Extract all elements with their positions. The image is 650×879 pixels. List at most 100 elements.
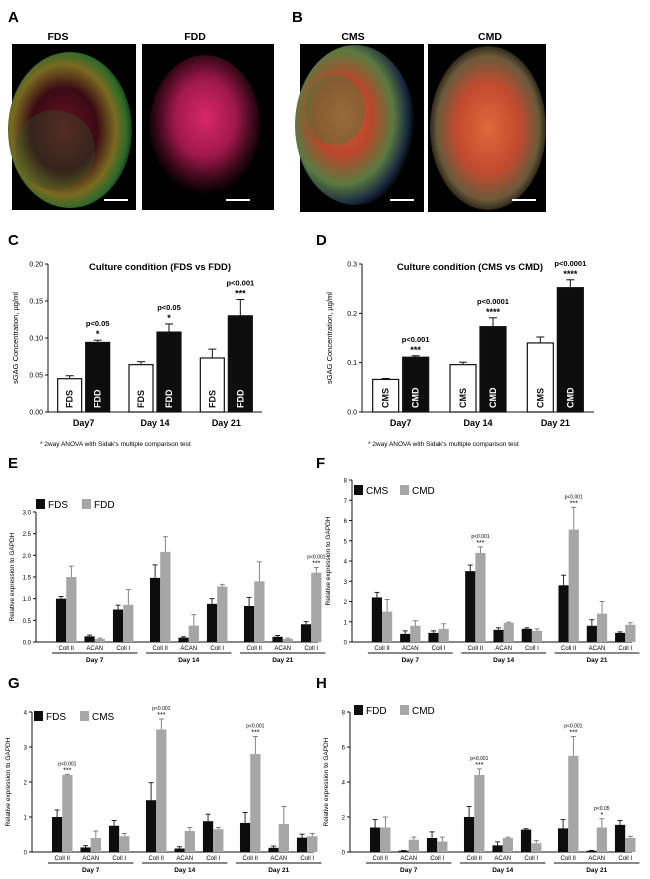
bar	[568, 755, 579, 852]
significance-stars: ***	[570, 500, 578, 507]
y-axis-label: Relative expression to GAPDH	[325, 516, 332, 605]
significance-stars: ***	[157, 712, 165, 719]
y-tick-label: 2	[342, 816, 346, 822]
x-tick-label: Day7	[390, 418, 412, 428]
x-tick-label: Coll II	[561, 646, 577, 652]
bar	[80, 847, 91, 852]
p-value-label: p<0.001	[471, 534, 489, 540]
y-tick-label: 8	[342, 711, 346, 717]
p-value-label: p<0.0001	[477, 297, 509, 306]
x-tick-label: ACAN	[495, 646, 512, 652]
micrograph-label-fdd: FDD	[184, 31, 206, 43]
significance-stars: ***	[476, 540, 484, 547]
bar	[145, 800, 157, 852]
significance-stars: ***	[312, 560, 320, 567]
y-tick-label: 8	[344, 479, 348, 485]
bar	[586, 850, 597, 852]
x-tick-label: ACAN	[176, 856, 193, 862]
footnote-d: * 2way ANOVA with Sidak's multiple compa…	[368, 441, 519, 448]
y-tick-label: 0.2	[347, 311, 357, 318]
bar	[62, 775, 73, 852]
bar	[369, 827, 381, 852]
x-tick-label: ACAN	[494, 856, 511, 862]
y-tick-label: 0.0	[347, 410, 357, 417]
y-axis-label: Relative expression to GAPDH	[9, 532, 16, 621]
bar	[586, 625, 597, 642]
micrograph-label-cms: CMS	[341, 31, 364, 43]
bar	[615, 632, 626, 642]
bar	[296, 837, 308, 852]
group-label: Day 21	[586, 657, 607, 664]
bar	[568, 529, 579, 642]
bar	[380, 827, 391, 852]
y-tick-label: 3	[344, 580, 348, 586]
scale-bar	[104, 199, 128, 201]
bar	[55, 598, 67, 642]
panel-letter-b: B	[292, 9, 303, 26]
significance-stars: ***	[235, 289, 246, 299]
p-value-label: p<0.001	[152, 706, 170, 712]
legend-label: CMD	[412, 486, 435, 497]
bar	[398, 850, 409, 852]
bar	[502, 838, 513, 852]
bar	[119, 836, 130, 852]
bar	[184, 831, 195, 852]
y-tick-label: 1.5	[23, 576, 32, 582]
y-tick-label: 6	[342, 746, 346, 752]
x-tick-label: ACAN	[588, 856, 605, 862]
micrograph-label-fds: FDS	[48, 31, 69, 43]
x-tick-label: Day 14	[463, 418, 492, 428]
bar	[307, 836, 318, 852]
x-tick-label: Day 21	[541, 418, 570, 428]
bar	[437, 841, 448, 852]
bar	[278, 824, 289, 852]
bar	[112, 609, 124, 642]
bar	[282, 638, 293, 642]
bar-label: FDS	[136, 390, 146, 408]
p-value-label: p<0.001	[307, 554, 325, 560]
bar	[243, 606, 255, 642]
bar	[408, 839, 419, 852]
bar	[149, 577, 161, 642]
chart-g: G 0 1 2 3 4 Relative expression to GAPDH Coll I…	[5, 675, 322, 874]
y-tick-label: 5	[344, 539, 348, 545]
bar	[199, 357, 225, 413]
bar-label: FDD	[235, 389, 245, 408]
x-tick-label: Day7	[73, 418, 95, 428]
y-tick-label: 0	[342, 851, 346, 857]
bar	[520, 829, 532, 852]
x-tick-label: Coll II	[59, 646, 75, 652]
y-tick-label: 0.0	[23, 641, 32, 647]
panel-letter-a: A	[8, 9, 19, 26]
bar	[217, 586, 228, 642]
significance-stars: *	[96, 329, 100, 339]
legend-swatch	[36, 499, 45, 509]
bar	[558, 585, 569, 642]
bar-label: CMD	[411, 387, 421, 408]
x-tick-label: Coll I	[116, 646, 130, 652]
x-tick-label: Coll I	[304, 646, 318, 652]
x-tick-label: Coll II	[468, 646, 484, 652]
y-tick-label: 6	[344, 519, 348, 525]
x-tick-label: Coll II	[373, 856, 389, 862]
bar-label: CMS	[458, 388, 468, 408]
group-label: Day 21	[586, 867, 607, 874]
scale-bar	[512, 199, 536, 201]
bar	[625, 838, 636, 852]
legend-label: CMS	[92, 712, 115, 723]
panel-letter: D	[316, 232, 327, 249]
bar-label: FDS	[65, 390, 75, 408]
x-tick-label: Coll I	[432, 646, 446, 652]
micrograph-label-cmd: CMD	[478, 31, 502, 43]
chart-d: D Culture condition (CMS vs CMD) 0.0 0.1 0.2…	[316, 232, 594, 428]
x-tick-label: ACAN	[274, 646, 291, 652]
bar	[311, 572, 322, 642]
p-value-label: p<0.0001	[554, 259, 586, 268]
panel-letter: C	[8, 232, 19, 249]
significance-stars: ***	[63, 767, 71, 774]
bar	[108, 825, 120, 852]
x-tick-label: Coll I	[206, 856, 220, 862]
bar	[85, 341, 111, 413]
significance-stars: ****	[486, 307, 501, 317]
legend-swatch	[82, 499, 91, 509]
